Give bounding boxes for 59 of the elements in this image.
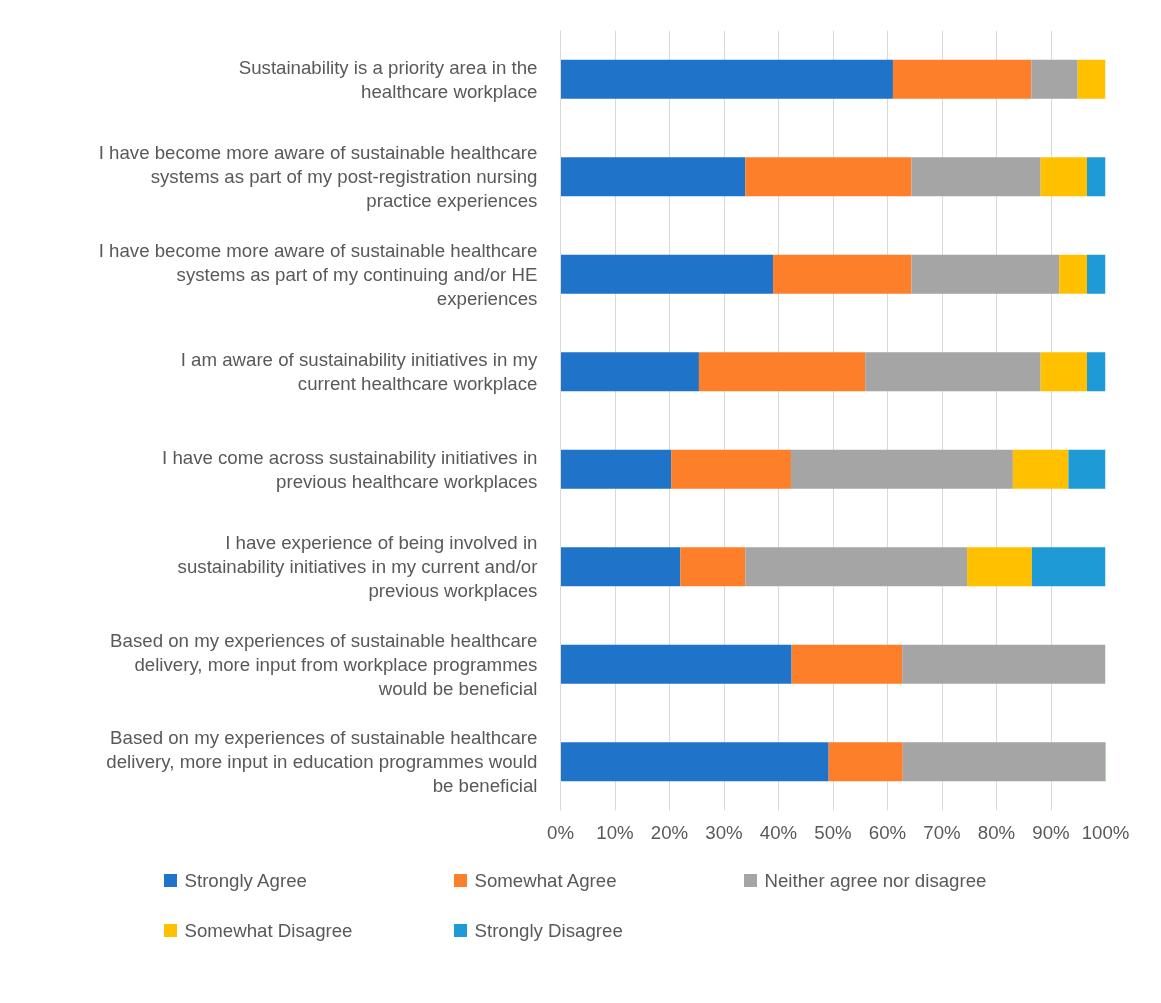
- y-tick-label: I have experience of being involved in sustainability initiatives in my current and/or previous workplaces: [177, 532, 538, 602]
- bar: [560, 352, 699, 392]
- x-tick-label: 70%: [923, 821, 961, 843]
- bar: [911, 254, 1060, 294]
- bar: [560, 742, 829, 782]
- y-tick-label: Based on my experiences of sustainable healthcare delivery, more input from workplace programmes would be beneficial: [110, 629, 538, 699]
- bar: [1086, 254, 1106, 294]
- y-tick-label: Sustainability is a priority area in the healthcare workplace: [238, 56, 538, 102]
- bar: [1059, 254, 1087, 294]
- bar: [911, 157, 1041, 197]
- bar: [560, 157, 746, 197]
- x-tick-label: 50%: [814, 821, 852, 843]
- legend-label: Strongly Agree: [184, 870, 307, 891]
- bar: [1086, 352, 1106, 392]
- legend-label: Somewhat Agree: [474, 870, 617, 891]
- bar: [967, 547, 1032, 587]
- x-tick-label: 0%: [547, 821, 574, 843]
- bar: [1068, 449, 1106, 489]
- y-tick-label: I have become more aware of sustainable healthcare systems as part of my post-registration nursing practice experiences: [98, 142, 538, 212]
- y-tick-label: I have become more aware of sustainable healthcare systems as part of my continuing and/or HE experiences: [98, 239, 538, 309]
- y-tick-label: I am aware of sustainability initiatives in my current healthcare workplace: [180, 349, 539, 395]
- bar: [902, 742, 1106, 782]
- bar: [560, 644, 792, 684]
- x-tick-label: 100%: [1081, 821, 1130, 843]
- bar: [745, 157, 912, 197]
- bar: [1031, 547, 1106, 587]
- legend-label: Somewhat Disagree: [184, 920, 353, 941]
- bar: [892, 59, 1032, 99]
- bar: [1031, 59, 1078, 99]
- bar: [1040, 157, 1087, 197]
- bar: [902, 644, 1106, 684]
- x-tick-label: 30%: [705, 821, 743, 843]
- bar: [791, 644, 903, 684]
- y-tick-label: I have come across sustainability initiatives in previous healthcare workplaces: [162, 446, 538, 492]
- x-tick-label: 10%: [596, 821, 634, 843]
- bar: [1012, 449, 1069, 489]
- bar: [1086, 157, 1106, 197]
- bar: [560, 547, 681, 587]
- x-tick-label: 80%: [977, 821, 1016, 843]
- bar: [1040, 352, 1087, 392]
- x-tick-label: 20%: [650, 821, 689, 843]
- y-tick-label: Based on my experiences of sustainable healthcare delivery, more input in education programmes would be beneficial: [106, 727, 538, 797]
- x-tick-label: 90%: [1032, 821, 1070, 843]
- legend-label: Neither agree nor disagree: [764, 870, 987, 891]
- bar: [560, 254, 774, 294]
- bar: [698, 352, 866, 392]
- bar: [1077, 59, 1106, 99]
- bar: [865, 352, 1041, 392]
- x-tick-label: 60%: [868, 821, 907, 843]
- bar: [560, 59, 893, 99]
- bar: [560, 449, 672, 489]
- legend-label: Strongly Disagree: [474, 920, 623, 941]
- bar: [680, 547, 746, 587]
- bar: [745, 547, 968, 587]
- bar: [773, 254, 912, 294]
- bar: [828, 742, 903, 782]
- x-tick-label: 40%: [759, 821, 798, 843]
- bar: [671, 449, 792, 489]
- bar: [791, 449, 1013, 489]
